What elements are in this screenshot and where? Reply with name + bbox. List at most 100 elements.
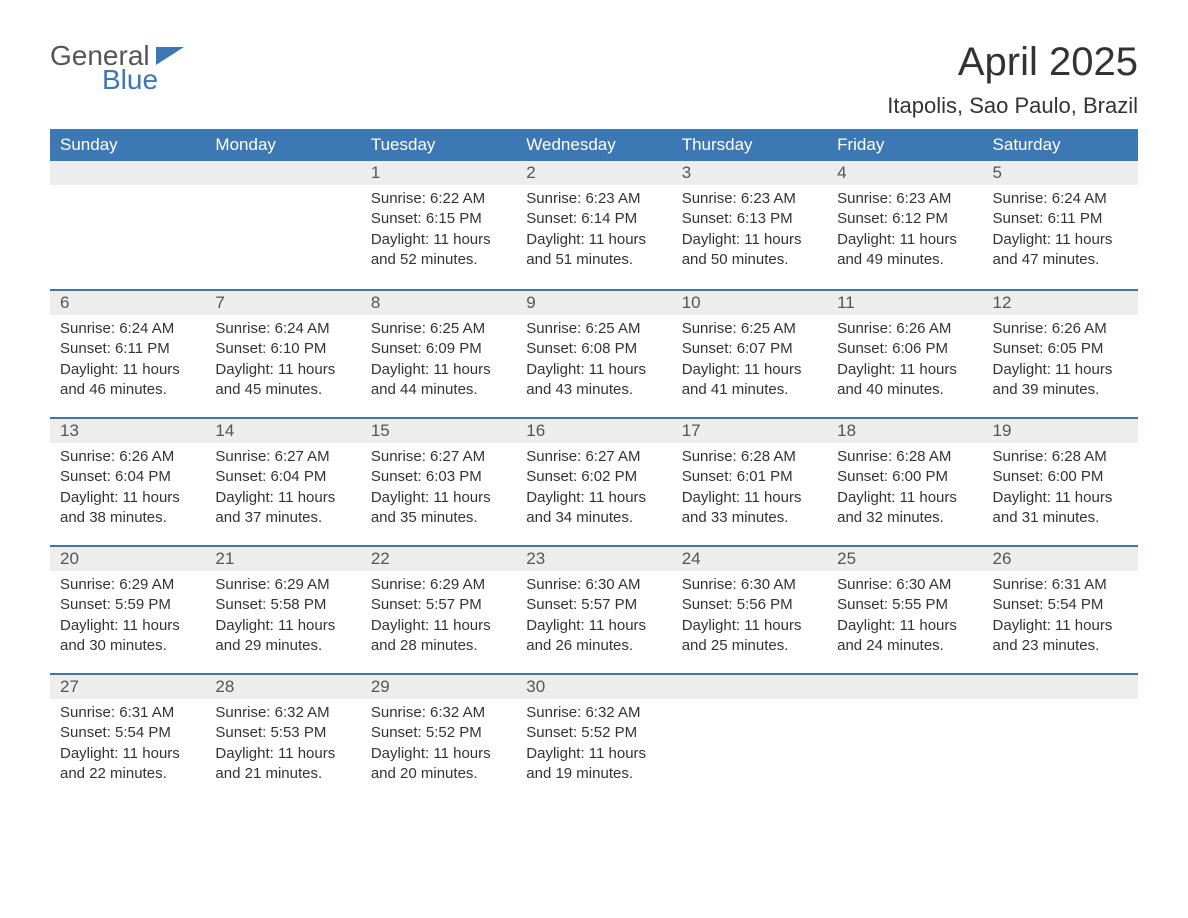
sunrise-line: Sunrise: 6:29 AM (60, 575, 195, 595)
daylight-line: Daylight: 11 hours and 21 minutes. (215, 744, 350, 785)
sunset-line: Sunset: 6:02 PM (526, 467, 661, 487)
day-number: 30 (516, 673, 671, 699)
daylight-line: Daylight: 11 hours and 31 minutes. (993, 488, 1128, 529)
day-details: Sunrise: 6:25 AMSunset: 6:07 PMDaylight:… (672, 315, 827, 408)
day-details: Sunrise: 6:32 AMSunset: 5:52 PMDaylight:… (516, 699, 671, 792)
calendar-cell: 16Sunrise: 6:27 AMSunset: 6:02 PMDayligh… (516, 417, 671, 545)
daylight-line: Daylight: 11 hours and 19 minutes. (526, 744, 661, 785)
sunset-line: Sunset: 5:55 PM (837, 595, 972, 615)
day-number: 24 (672, 545, 827, 571)
day-number: 23 (516, 545, 671, 571)
sunset-line: Sunset: 5:58 PM (215, 595, 350, 615)
day-number: 15 (361, 417, 516, 443)
calendar-cell: 6Sunrise: 6:24 AMSunset: 6:11 PMDaylight… (50, 289, 205, 417)
sunrise-line: Sunrise: 6:28 AM (837, 447, 972, 467)
sunset-line: Sunset: 6:10 PM (215, 339, 350, 359)
calendar-cell (672, 673, 827, 801)
day-header: Thursday (672, 129, 827, 161)
month-title: April 2025 (887, 40, 1138, 85)
day-number: 13 (50, 417, 205, 443)
calendar-cell: 12Sunrise: 6:26 AMSunset: 6:05 PMDayligh… (983, 289, 1138, 417)
calendar-week-row: 27Sunrise: 6:31 AMSunset: 5:54 PMDayligh… (50, 673, 1138, 801)
day-number: 6 (50, 289, 205, 315)
sunset-line: Sunset: 5:57 PM (526, 595, 661, 615)
calendar-cell: 21Sunrise: 6:29 AMSunset: 5:58 PMDayligh… (205, 545, 360, 673)
daylight-line: Daylight: 11 hours and 41 minutes. (682, 360, 817, 401)
empty-day-number (205, 161, 360, 185)
daylight-line: Daylight: 11 hours and 23 minutes. (993, 616, 1128, 657)
day-details: Sunrise: 6:31 AMSunset: 5:54 PMDaylight:… (50, 699, 205, 792)
sunrise-line: Sunrise: 6:24 AM (215, 319, 350, 339)
sunset-line: Sunset: 6:14 PM (526, 209, 661, 229)
sunrise-line: Sunrise: 6:25 AM (682, 319, 817, 339)
day-details: Sunrise: 6:32 AMSunset: 5:53 PMDaylight:… (205, 699, 360, 792)
calendar-week-row: 20Sunrise: 6:29 AMSunset: 5:59 PMDayligh… (50, 545, 1138, 673)
empty-day-number (50, 161, 205, 185)
daylight-line: Daylight: 11 hours and 24 minutes. (837, 616, 972, 657)
day-details: Sunrise: 6:23 AMSunset: 6:12 PMDaylight:… (827, 185, 982, 278)
sunset-line: Sunset: 5:52 PM (526, 723, 661, 743)
day-number: 10 (672, 289, 827, 315)
daylight-line: Daylight: 11 hours and 47 minutes. (993, 230, 1128, 271)
calendar-cell: 23Sunrise: 6:30 AMSunset: 5:57 PMDayligh… (516, 545, 671, 673)
daylight-line: Daylight: 11 hours and 30 minutes. (60, 616, 195, 657)
logo: General Blue (50, 40, 184, 96)
daylight-line: Daylight: 11 hours and 52 minutes. (371, 230, 506, 271)
calendar-week-row: 13Sunrise: 6:26 AMSunset: 6:04 PMDayligh… (50, 417, 1138, 545)
day-details: Sunrise: 6:26 AMSunset: 6:05 PMDaylight:… (983, 315, 1138, 408)
daylight-line: Daylight: 11 hours and 35 minutes. (371, 488, 506, 529)
calendar-cell: 8Sunrise: 6:25 AMSunset: 6:09 PMDaylight… (361, 289, 516, 417)
calendar-cell: 20Sunrise: 6:29 AMSunset: 5:59 PMDayligh… (50, 545, 205, 673)
day-number: 5 (983, 161, 1138, 185)
day-number: 1 (361, 161, 516, 185)
day-number: 25 (827, 545, 982, 571)
sunrise-line: Sunrise: 6:31 AM (993, 575, 1128, 595)
calendar-body: 1Sunrise: 6:22 AMSunset: 6:15 PMDaylight… (50, 161, 1138, 801)
calendar-cell: 10Sunrise: 6:25 AMSunset: 6:07 PMDayligh… (672, 289, 827, 417)
day-details: Sunrise: 6:24 AMSunset: 6:11 PMDaylight:… (50, 315, 205, 408)
daylight-line: Daylight: 11 hours and 38 minutes. (60, 488, 195, 529)
day-number: 8 (361, 289, 516, 315)
sunrise-line: Sunrise: 6:28 AM (993, 447, 1128, 467)
day-number: 9 (516, 289, 671, 315)
sunset-line: Sunset: 6:05 PM (993, 339, 1128, 359)
day-number: 2 (516, 161, 671, 185)
sunset-line: Sunset: 6:08 PM (526, 339, 661, 359)
sunrise-line: Sunrise: 6:26 AM (993, 319, 1128, 339)
sunset-line: Sunset: 6:07 PM (682, 339, 817, 359)
sunset-line: Sunset: 5:56 PM (682, 595, 817, 615)
day-details: Sunrise: 6:24 AMSunset: 6:10 PMDaylight:… (205, 315, 360, 408)
calendar-cell: 19Sunrise: 6:28 AMSunset: 6:00 PMDayligh… (983, 417, 1138, 545)
day-details: Sunrise: 6:29 AMSunset: 5:57 PMDaylight:… (361, 571, 516, 664)
day-details: Sunrise: 6:32 AMSunset: 5:52 PMDaylight:… (361, 699, 516, 792)
daylight-line: Daylight: 11 hours and 32 minutes. (837, 488, 972, 529)
calendar-cell: 24Sunrise: 6:30 AMSunset: 5:56 PMDayligh… (672, 545, 827, 673)
day-details: Sunrise: 6:25 AMSunset: 6:09 PMDaylight:… (361, 315, 516, 408)
calendar-cell: 28Sunrise: 6:32 AMSunset: 5:53 PMDayligh… (205, 673, 360, 801)
header: General Blue April 2025 Itapolis, Sao Pa… (50, 40, 1138, 119)
daylight-line: Daylight: 11 hours and 45 minutes. (215, 360, 350, 401)
day-details: Sunrise: 6:29 AMSunset: 5:58 PMDaylight:… (205, 571, 360, 664)
daylight-line: Daylight: 11 hours and 49 minutes. (837, 230, 972, 271)
day-number: 11 (827, 289, 982, 315)
day-details: Sunrise: 6:27 AMSunset: 6:03 PMDaylight:… (361, 443, 516, 536)
sunset-line: Sunset: 5:53 PM (215, 723, 350, 743)
sunset-line: Sunset: 5:52 PM (371, 723, 506, 743)
sunrise-line: Sunrise: 6:30 AM (837, 575, 972, 595)
day-number: 26 (983, 545, 1138, 571)
day-number: 19 (983, 417, 1138, 443)
day-details: Sunrise: 6:25 AMSunset: 6:08 PMDaylight:… (516, 315, 671, 408)
day-details: Sunrise: 6:28 AMSunset: 6:01 PMDaylight:… (672, 443, 827, 536)
calendar-cell (983, 673, 1138, 801)
sunset-line: Sunset: 6:11 PM (993, 209, 1128, 229)
day-header: Monday (205, 129, 360, 161)
daylight-line: Daylight: 11 hours and 22 minutes. (60, 744, 195, 785)
daylight-line: Daylight: 11 hours and 39 minutes. (993, 360, 1128, 401)
sunrise-line: Sunrise: 6:32 AM (371, 703, 506, 723)
sunset-line: Sunset: 6:00 PM (837, 467, 972, 487)
day-details: Sunrise: 6:24 AMSunset: 6:11 PMDaylight:… (983, 185, 1138, 278)
sunset-line: Sunset: 6:15 PM (371, 209, 506, 229)
sunrise-line: Sunrise: 6:32 AM (215, 703, 350, 723)
day-header-row: Sunday Monday Tuesday Wednesday Thursday… (50, 129, 1138, 161)
empty-day-number (672, 673, 827, 699)
